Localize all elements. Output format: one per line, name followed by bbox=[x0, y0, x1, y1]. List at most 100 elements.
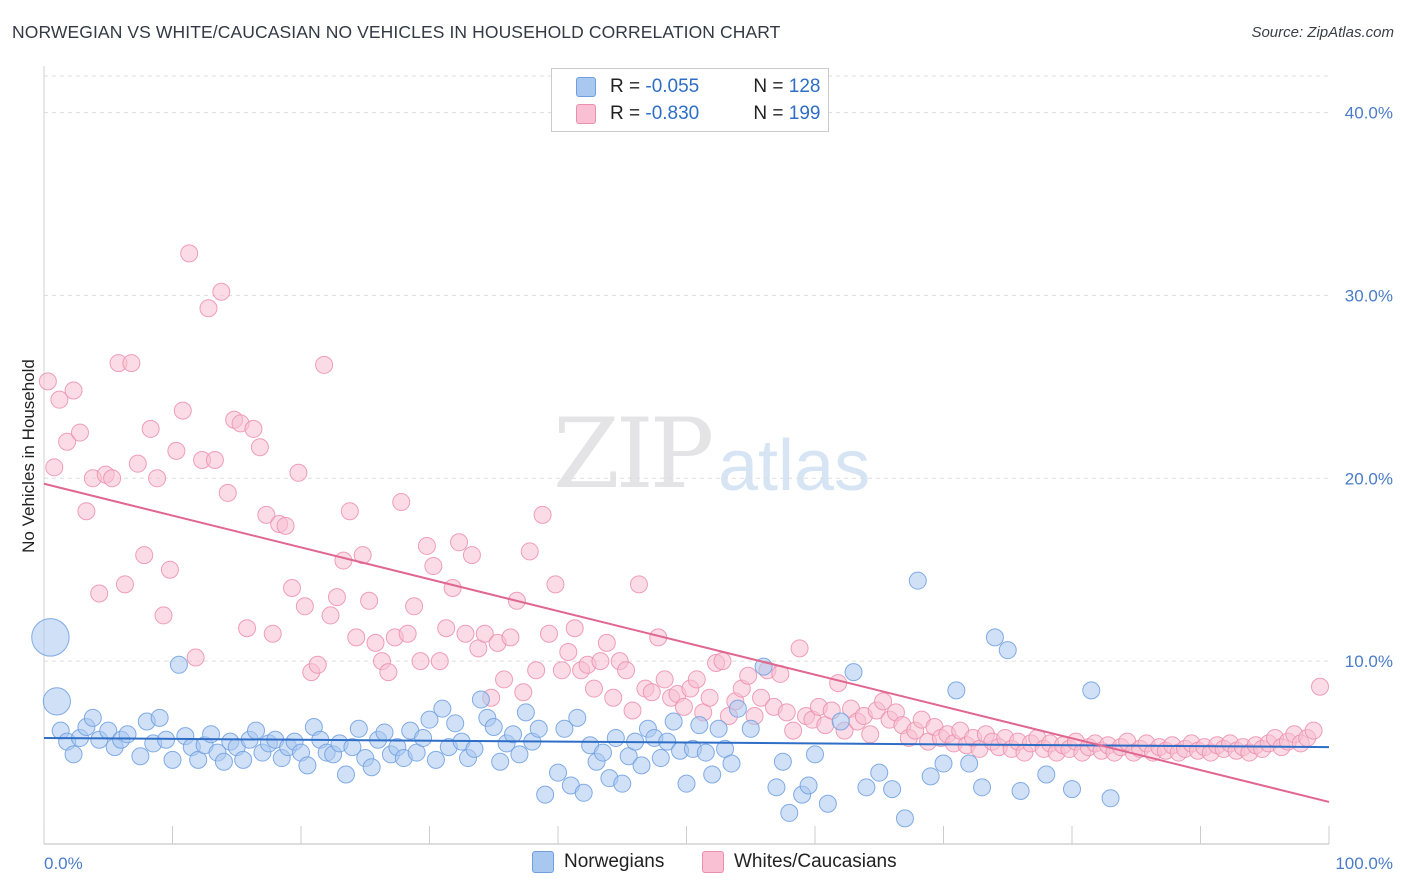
data-point bbox=[510, 745, 529, 764]
data-point bbox=[295, 597, 314, 616]
data-point bbox=[128, 454, 147, 473]
data-point bbox=[42, 687, 71, 716]
data-point bbox=[411, 652, 430, 671]
data-point bbox=[559, 643, 578, 661]
data-point bbox=[298, 756, 317, 775]
data-point bbox=[212, 282, 231, 301]
bottom-legend-swatch-norwegians bbox=[532, 851, 554, 873]
chart-title: NORWEGIAN VS WHITE/CAUCASIAN NO VEHICLES… bbox=[12, 22, 781, 42]
data-point bbox=[1082, 681, 1101, 700]
data-point bbox=[426, 750, 445, 769]
legend-n-value: 128 bbox=[788, 76, 821, 97]
data-point bbox=[414, 728, 433, 747]
data-point bbox=[690, 716, 709, 735]
data-point bbox=[529, 719, 548, 738]
trend-lines bbox=[43, 482, 1330, 803]
data-point bbox=[308, 655, 327, 674]
data-point bbox=[606, 728, 625, 747]
data-point bbox=[728, 699, 747, 718]
data-point bbox=[1011, 781, 1030, 800]
data-point bbox=[629, 575, 648, 594]
data-point bbox=[806, 745, 824, 764]
data-point bbox=[173, 401, 192, 420]
data-point bbox=[90, 584, 109, 603]
legend-swatch-norwegians bbox=[576, 77, 596, 97]
data-point bbox=[780, 803, 799, 822]
data-point bbox=[1311, 677, 1330, 696]
data-point bbox=[533, 505, 552, 524]
legend-r-label: R = bbox=[610, 76, 646, 97]
data-point bbox=[347, 628, 366, 647]
y-tick-label: 10.0% bbox=[1345, 652, 1393, 671]
data-point bbox=[709, 719, 728, 738]
data-point bbox=[417, 536, 436, 555]
data-point bbox=[238, 619, 257, 638]
data-point bbox=[574, 783, 593, 802]
y-tick-label: 20.0% bbox=[1345, 469, 1393, 488]
data-point bbox=[77, 502, 96, 521]
data-point bbox=[38, 372, 57, 391]
data-point bbox=[360, 591, 379, 610]
data-point bbox=[546, 575, 565, 594]
data-point bbox=[336, 765, 355, 784]
data-point bbox=[462, 546, 481, 565]
data-point bbox=[696, 743, 715, 762]
data-point bbox=[450, 533, 469, 552]
y-tick-label: 30.0% bbox=[1345, 286, 1393, 305]
data-point bbox=[471, 690, 490, 709]
x-tick-label: 100.0% bbox=[1335, 854, 1393, 873]
data-point bbox=[283, 579, 302, 597]
data-point bbox=[420, 710, 439, 729]
data-point bbox=[655, 670, 674, 689]
data-point bbox=[584, 679, 603, 698]
data-point bbox=[122, 354, 141, 373]
data-point bbox=[366, 633, 385, 652]
data-point bbox=[677, 774, 696, 793]
data-point bbox=[651, 749, 670, 768]
source-note: Source: ZipAtlas.com bbox=[1251, 24, 1394, 41]
data-point bbox=[247, 721, 266, 740]
data-point bbox=[50, 390, 69, 409]
data-point bbox=[883, 780, 902, 799]
data-point bbox=[214, 752, 233, 771]
data-point bbox=[167, 441, 186, 460]
data-point bbox=[844, 663, 863, 682]
data-point bbox=[199, 299, 218, 318]
data-point bbox=[349, 719, 368, 738]
data-point bbox=[998, 641, 1017, 660]
data-point bbox=[591, 652, 610, 671]
data-point bbox=[443, 579, 462, 597]
data-point bbox=[64, 381, 83, 400]
data-point bbox=[739, 666, 758, 685]
data-point bbox=[58, 432, 77, 451]
data-point bbox=[700, 688, 719, 707]
data-point bbox=[565, 619, 584, 638]
data-point bbox=[83, 708, 102, 727]
data-point bbox=[520, 542, 539, 561]
data-point bbox=[857, 778, 876, 797]
watermark-zip: ZIP bbox=[553, 398, 714, 510]
data-point bbox=[148, 469, 167, 488]
data-point bbox=[540, 624, 559, 643]
data-point bbox=[484, 717, 503, 736]
data-point bbox=[343, 738, 362, 757]
series-whites-caucasians bbox=[38, 244, 1330, 762]
data-point bbox=[703, 765, 722, 784]
data-point bbox=[960, 754, 979, 773]
data-point bbox=[613, 774, 632, 793]
data-point bbox=[495, 670, 514, 689]
data-point bbox=[516, 703, 535, 722]
data-point bbox=[405, 597, 424, 616]
bottom-legend-swatch-whites bbox=[702, 851, 724, 873]
data-point bbox=[375, 723, 394, 742]
data-point bbox=[617, 661, 636, 680]
data-point bbox=[154, 606, 173, 625]
data-point bbox=[934, 754, 953, 773]
legend-n-label: N = bbox=[753, 103, 789, 124]
bottom-legend-norwegians: Norwegians bbox=[532, 851, 664, 873]
data-point bbox=[244, 419, 263, 438]
data-point bbox=[784, 721, 803, 740]
data-point bbox=[131, 747, 150, 766]
data-point bbox=[555, 719, 574, 738]
tick-labels: 10.0% 20.0% 30.0% 40.0% 0.0% 100.0% bbox=[44, 104, 1393, 873]
